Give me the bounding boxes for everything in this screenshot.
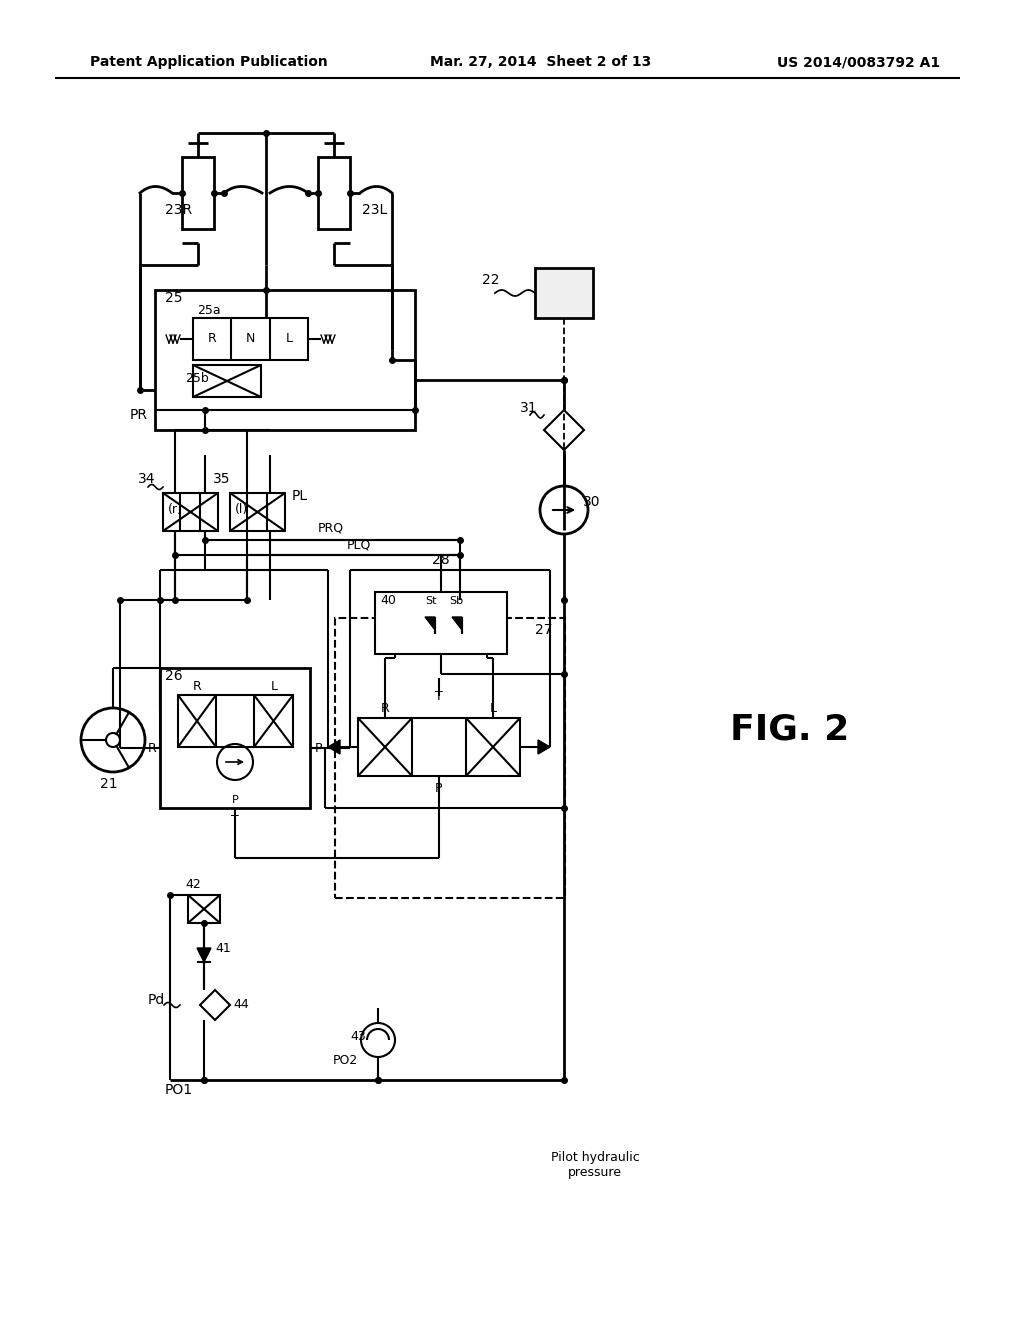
Text: 30: 30 <box>583 495 600 510</box>
Text: Sb: Sb <box>449 597 463 606</box>
Text: 40: 40 <box>380 594 396 607</box>
Bar <box>155 290 415 430</box>
Bar <box>318 157 350 228</box>
Text: PLQ: PLQ <box>347 539 372 552</box>
Bar <box>188 895 220 923</box>
Text: 23L: 23L <box>362 203 387 216</box>
Text: 25b: 25b <box>185 371 209 384</box>
Bar <box>193 366 261 397</box>
Text: L: L <box>286 333 293 346</box>
Text: R: R <box>208 333 216 346</box>
Text: R: R <box>193 680 202 693</box>
Text: FIG. 2: FIG. 2 <box>730 713 850 747</box>
Bar <box>335 618 565 898</box>
Bar <box>375 591 507 653</box>
Text: 42: 42 <box>185 879 201 891</box>
Text: L: L <box>270 680 278 693</box>
Text: 23R: 23R <box>165 203 193 216</box>
Text: 25: 25 <box>165 290 182 305</box>
Polygon shape <box>328 741 340 754</box>
Text: 26: 26 <box>165 669 182 682</box>
Polygon shape <box>197 948 211 962</box>
Text: 28: 28 <box>432 553 450 568</box>
Text: Mar. 27, 2014  Sheet 2 of 13: Mar. 27, 2014 Sheet 2 of 13 <box>430 55 651 69</box>
Text: N: N <box>246 333 255 346</box>
Polygon shape <box>425 616 435 630</box>
Text: P: P <box>231 795 239 805</box>
Text: (l): (l) <box>234 503 248 516</box>
Text: 31: 31 <box>520 401 538 414</box>
Text: St: St <box>425 597 437 606</box>
Text: P: P <box>435 783 442 796</box>
Bar <box>230 492 285 531</box>
Text: Patent Application Publication: Patent Application Publication <box>90 55 328 69</box>
Circle shape <box>106 733 120 747</box>
Text: R: R <box>381 701 389 714</box>
Bar <box>535 268 593 318</box>
Text: 41: 41 <box>215 941 230 954</box>
Bar <box>163 492 218 531</box>
Text: L: L <box>489 701 497 714</box>
Text: (r): (r) <box>168 503 183 516</box>
Bar <box>178 696 293 747</box>
Text: PO2: PO2 <box>333 1053 358 1067</box>
Text: PR: PR <box>130 408 148 422</box>
Text: 27: 27 <box>536 623 553 638</box>
Text: 25a: 25a <box>197 304 220 317</box>
Text: PL: PL <box>292 488 308 503</box>
Bar <box>358 718 520 776</box>
Text: P: P <box>314 742 322 755</box>
Text: R: R <box>147 742 157 755</box>
Text: Pd: Pd <box>148 993 165 1007</box>
Text: PO1: PO1 <box>165 1082 194 1097</box>
Text: 43: 43 <box>350 1031 366 1044</box>
Text: 21: 21 <box>100 777 118 791</box>
Bar <box>182 157 214 228</box>
Text: 44: 44 <box>233 998 249 1011</box>
Text: T: T <box>231 813 239 826</box>
Text: Pilot hydraulic
pressure: Pilot hydraulic pressure <box>551 1151 639 1179</box>
Text: PRQ: PRQ <box>318 521 344 535</box>
Bar <box>193 318 308 360</box>
Text: T: T <box>435 689 442 702</box>
Polygon shape <box>538 741 550 754</box>
Text: 34: 34 <box>138 473 156 486</box>
Bar <box>160 668 310 808</box>
Text: US 2014/0083792 A1: US 2014/0083792 A1 <box>777 55 940 69</box>
Text: 22: 22 <box>482 273 500 286</box>
Text: 35: 35 <box>213 473 230 486</box>
Polygon shape <box>452 616 462 630</box>
